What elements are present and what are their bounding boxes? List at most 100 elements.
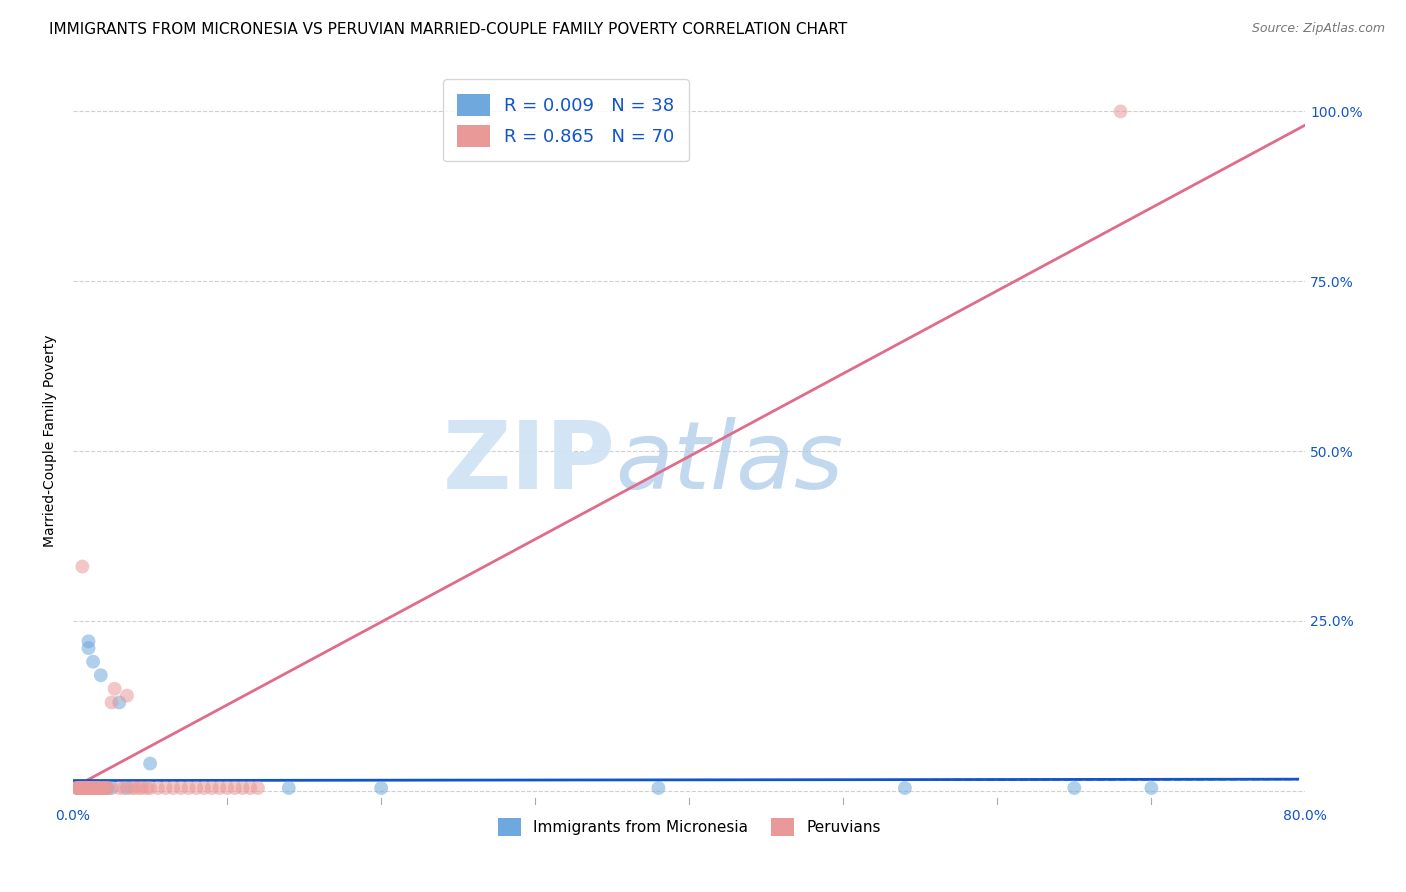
- Point: [83, 780, 105, 795]
- Point: [76, 780, 98, 795]
- Point: [72, 780, 94, 795]
- Point: [73, 780, 96, 795]
- Point: [647, 780, 669, 795]
- Point: [82, 780, 104, 795]
- Text: IMMIGRANTS FROM MICRONESIA VS PERUVIAN MARRIED-COUPLE FAMILY POVERTY CORRELATION: IMMIGRANTS FROM MICRONESIA VS PERUVIAN M…: [49, 22, 848, 37]
- Point: [75, 780, 97, 795]
- Point: [77, 780, 100, 795]
- Point: [112, 780, 135, 795]
- Point: [136, 780, 159, 795]
- Point: [73, 780, 96, 795]
- Point: [80, 780, 103, 795]
- Point: [170, 780, 193, 795]
- Point: [69, 780, 91, 795]
- Point: [69, 780, 91, 795]
- Point: [77, 780, 100, 795]
- Point: [894, 780, 917, 795]
- Point: [72, 780, 94, 795]
- Point: [72, 780, 94, 795]
- Point: [75, 780, 97, 795]
- Point: [100, 780, 122, 795]
- Point: [76, 780, 98, 795]
- Point: [75, 780, 97, 795]
- Point: [96, 780, 118, 795]
- Point: [208, 780, 231, 795]
- Text: atlas: atlas: [616, 417, 844, 508]
- Y-axis label: Married-Couple Family Poverty: Married-Couple Family Poverty: [44, 334, 58, 547]
- Point: [115, 780, 138, 795]
- Point: [139, 756, 162, 771]
- Point: [139, 780, 162, 795]
- Point: [128, 780, 150, 795]
- Point: [370, 780, 392, 795]
- Text: ZIP: ZIP: [443, 417, 616, 508]
- Point: [155, 780, 177, 795]
- Point: [89, 780, 111, 795]
- Point: [73, 780, 96, 795]
- Point: [93, 780, 115, 795]
- Text: Source: ZipAtlas.com: Source: ZipAtlas.com: [1251, 22, 1385, 36]
- Point: [72, 780, 94, 795]
- Point: [146, 780, 169, 795]
- Point: [76, 780, 98, 795]
- Point: [82, 780, 104, 795]
- Point: [97, 780, 120, 795]
- Point: [67, 780, 90, 795]
- Point: [83, 780, 105, 795]
- Point: [193, 780, 215, 795]
- Point: [79, 780, 101, 795]
- Point: [1140, 780, 1163, 795]
- Point: [67, 780, 90, 795]
- Point: [79, 780, 101, 795]
- Point: [108, 695, 131, 709]
- Point: [65, 780, 87, 795]
- Point: [82, 655, 104, 669]
- Point: [217, 780, 239, 795]
- Point: [84, 780, 107, 795]
- Point: [96, 780, 118, 795]
- Point: [1063, 780, 1085, 795]
- Point: [108, 780, 131, 795]
- Point: [231, 780, 253, 795]
- Point: [72, 780, 94, 795]
- Point: [1109, 104, 1132, 119]
- Point: [79, 780, 101, 795]
- Point: [73, 780, 96, 795]
- Point: [87, 780, 110, 795]
- Point: [69, 780, 91, 795]
- Point: [121, 780, 143, 795]
- Point: [80, 780, 103, 795]
- Point: [84, 780, 107, 795]
- Point: [201, 780, 224, 795]
- Point: [77, 780, 100, 795]
- Point: [69, 780, 91, 795]
- Point: [90, 668, 112, 682]
- Point: [69, 780, 91, 795]
- Point: [66, 780, 89, 795]
- Point: [67, 780, 90, 795]
- Point: [73, 780, 96, 795]
- Point: [76, 780, 98, 795]
- Point: [89, 780, 111, 795]
- Point: [66, 780, 89, 795]
- Point: [69, 780, 91, 795]
- Point: [77, 641, 100, 656]
- Point: [104, 681, 127, 696]
- Point: [75, 780, 97, 795]
- Point: [76, 780, 98, 795]
- Point: [162, 780, 184, 795]
- Point: [77, 634, 100, 648]
- Legend: Immigrants from Micronesia, Peruvians: Immigrants from Micronesia, Peruvians: [491, 810, 889, 844]
- Point: [75, 780, 97, 795]
- Point: [69, 780, 91, 795]
- Point: [77, 780, 100, 795]
- Point: [93, 780, 115, 795]
- Point: [90, 780, 112, 795]
- Point: [91, 780, 114, 795]
- Point: [79, 780, 101, 795]
- Point: [277, 780, 299, 795]
- Point: [124, 780, 146, 795]
- Point: [72, 559, 94, 574]
- Point: [115, 689, 138, 703]
- Point: [224, 780, 246, 795]
